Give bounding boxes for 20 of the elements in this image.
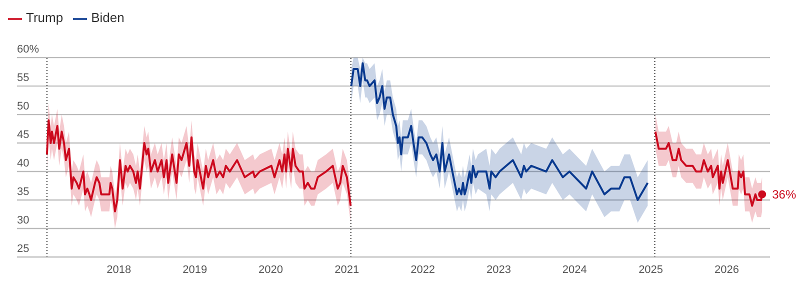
y-tick-label: 30 (17, 214, 30, 227)
x-tick-label: 2023 (486, 264, 511, 276)
legend-label: Biden (91, 10, 124, 25)
x-tick-label: 2018 (106, 264, 132, 276)
x-tick-label: 2025 (638, 264, 664, 276)
y-tick-label: 55 (17, 72, 30, 84)
x-tick-label: 2019 (182, 264, 208, 276)
y-tick-label: 50 (17, 100, 30, 113)
x-tick-label: 2022 (410, 264, 436, 276)
x-tick-label: 2024 (562, 264, 587, 276)
y-tick-label: 60% (17, 44, 40, 56)
legend-label: Trump (26, 10, 64, 25)
annotation: 36% (772, 188, 796, 202)
y-tick-label: 45 (17, 129, 30, 142)
y-tick-label: 40 (17, 158, 30, 170)
x-tick-label: 2020 (258, 264, 284, 276)
x-tick-label: 2026 (714, 264, 739, 276)
y-tick-label: 35 (17, 186, 30, 198)
x-tick-label: 2021 (334, 264, 360, 276)
y-tick-label: 25 (17, 243, 30, 255)
